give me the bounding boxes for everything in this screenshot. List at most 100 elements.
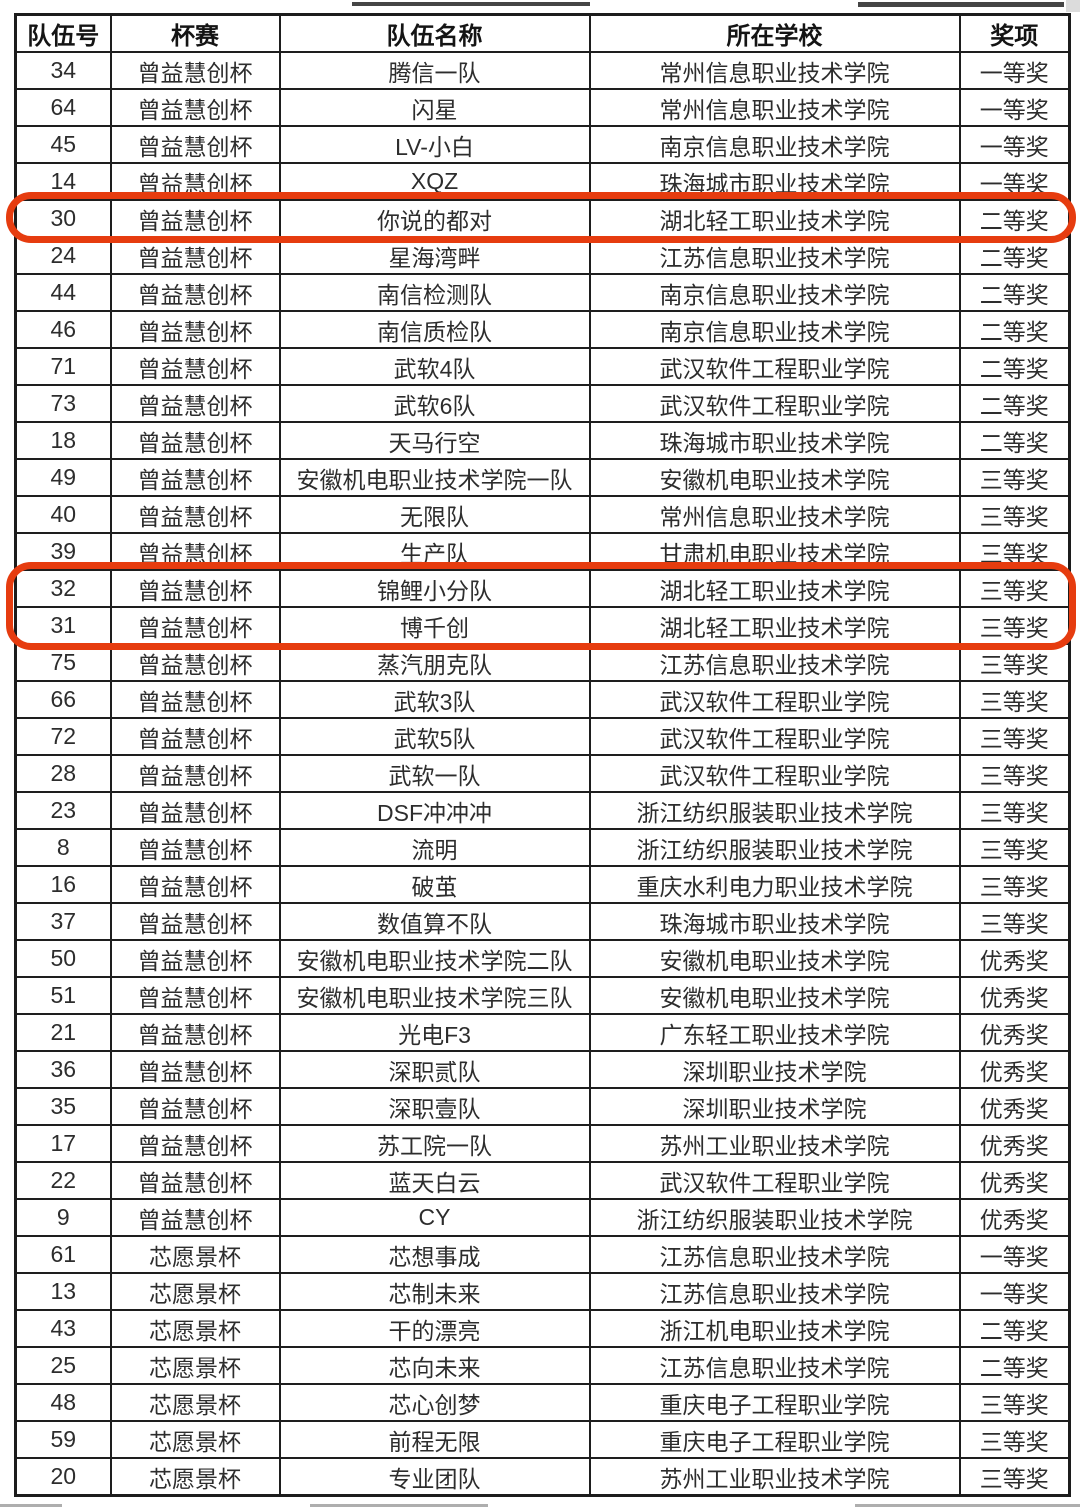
cell-team_no: 75 xyxy=(14,643,112,682)
table-row: 23 曾益慧创杯 DSF冲冲冲 浙江纺织服装职业技术学院 三等奖 xyxy=(14,791,1071,830)
cell-cup: 曾益慧创杯 xyxy=(109,606,281,645)
cell-school: 常州信息职业技术学院 xyxy=(588,495,961,534)
cell-team_no: 44 xyxy=(14,273,112,312)
table-row: 39 曾益慧创杯 生产队 甘肃机电职业技术学院 三等奖 xyxy=(14,532,1071,571)
cell-cup: 曾益慧创杯 xyxy=(109,680,281,719)
cell-cup: 芯愿景杯 xyxy=(109,1420,281,1459)
cell-school: 武汉软件工程职业学院 xyxy=(588,384,961,423)
cell-award: 三等奖 xyxy=(958,532,1071,571)
cell-school: 安徽机电职业技术学院 xyxy=(588,939,961,978)
cell-team_no: 71 xyxy=(14,347,112,386)
table-row: 34 曾益慧创杯 腾信一队 常州信息职业技术学院 一等奖 xyxy=(14,51,1071,90)
table-row: 14 曾益慧创杯 XQZ 珠海城市职业技术学院 一等奖 xyxy=(14,162,1071,201)
cell-school: 武汉软件工程职业学院 xyxy=(588,717,961,756)
table-row: 64 曾益慧创杯 闪星 常州信息职业技术学院 一等奖 xyxy=(14,88,1071,127)
cell-team: 干的漂亮 xyxy=(278,1309,591,1348)
cell-award: 三等奖 xyxy=(958,495,1071,534)
cell-award: 优秀奖 xyxy=(958,1198,1071,1237)
cell-team_no: 20 xyxy=(14,1457,112,1497)
cell-award: 三等奖 xyxy=(958,791,1071,830)
cell-team_no: 73 xyxy=(14,384,112,423)
cell-cup: 曾益慧创杯 xyxy=(109,495,281,534)
cell-team_no: 72 xyxy=(14,717,112,756)
cell-school: 苏州工业职业技术学院 xyxy=(588,1124,961,1163)
header-row: 队伍号 杯赛 队伍名称 所在学校 奖项 xyxy=(14,13,1071,53)
cell-award: 优秀奖 xyxy=(958,939,1071,978)
cell-cup: 芯愿景杯 xyxy=(109,1309,281,1348)
cell-school: 浙江机电职业技术学院 xyxy=(588,1309,961,1348)
cell-cup: 曾益慧创杯 xyxy=(109,273,281,312)
table-row: 59 芯愿景杯 前程无限 重庆电子工程职业学院 三等奖 xyxy=(14,1420,1071,1459)
cell-school: 重庆电子工程职业学院 xyxy=(588,1420,961,1459)
cell-cup: 芯愿景杯 xyxy=(109,1272,281,1311)
cell-team: 安徽机电职业技术学院一队 xyxy=(278,458,591,497)
cell-school: 浙江纺织服装职业技术学院 xyxy=(588,791,961,830)
corner-patch-artifact xyxy=(1066,0,1080,12)
cell-team: 蓝天白云 xyxy=(278,1161,591,1200)
cell-team: 闪星 xyxy=(278,88,591,127)
cell-cup: 曾益慧创杯 xyxy=(109,347,281,386)
column-header-team_no: 队伍号 xyxy=(14,13,112,53)
cropped-row-artifact-bottom-left xyxy=(0,1504,62,1507)
cell-team: 安徽机电职业技术学院二队 xyxy=(278,939,591,978)
cell-team_no: 34 xyxy=(14,51,112,90)
cell-school: 珠海城市职业技术学院 xyxy=(588,421,961,460)
cell-school: 甘肃机电职业技术学院 xyxy=(588,532,961,571)
table-row: 16 曾益慧创杯 破茧 重庆水利电力职业技术学院 三等奖 xyxy=(14,865,1071,904)
cell-team: 武软5队 xyxy=(278,717,591,756)
table-row: 44 曾益慧创杯 南信检测队 南京信息职业技术学院 二等奖 xyxy=(14,273,1071,312)
cell-team: 芯向未来 xyxy=(278,1346,591,1385)
cell-team: 武软6队 xyxy=(278,384,591,423)
table-row: 31 曾益慧创杯 博千创 湖北轻工职业技术学院 三等奖 xyxy=(14,606,1071,645)
table-row: 50 曾益慧创杯 安徽机电职业技术学院二队 安徽机电职业技术学院 优秀奖 xyxy=(14,939,1071,978)
cell-team: 南信质检队 xyxy=(278,310,591,349)
table-row: 21 曾益慧创杯 光电F3 广东轻工职业技术学院 优秀奖 xyxy=(14,1013,1071,1052)
cell-cup: 曾益慧创杯 xyxy=(109,199,281,238)
cropped-row-artifact-bottom-mid xyxy=(310,1504,488,1507)
table-row: 48 芯愿景杯 芯心创梦 重庆电子工程职业学院 三等奖 xyxy=(14,1383,1071,1422)
cell-school: 江苏信息职业技术学院 xyxy=(588,236,961,275)
table-row: 49 曾益慧创杯 安徽机电职业技术学院一队 安徽机电职业技术学院 三等奖 xyxy=(14,458,1071,497)
cell-team: 芯心创梦 xyxy=(278,1383,591,1422)
cell-cup: 曾益慧创杯 xyxy=(109,236,281,275)
cropped-row-artifact-bottom-right xyxy=(855,1504,1080,1507)
cell-school: 常州信息职业技术学院 xyxy=(588,51,961,90)
cell-school: 浙江纺织服装职业技术学院 xyxy=(588,828,961,867)
table-row: 71 曾益慧创杯 武软4队 武汉软件工程职业学院 二等奖 xyxy=(14,347,1071,386)
cell-award: 优秀奖 xyxy=(958,1087,1071,1126)
cell-award: 优秀奖 xyxy=(958,1161,1071,1200)
cell-cup: 曾益慧创杯 xyxy=(109,1013,281,1052)
cell-school: 武汉软件工程职业学院 xyxy=(588,754,961,793)
cell-school: 常州信息职业技术学院 xyxy=(588,88,961,127)
cell-award: 二等奖 xyxy=(958,384,1071,423)
table-wrap: 队伍号 杯赛 队伍名称 所在学校 奖项 34 曾益慧创杯 腾信一队 常州信息职业技术学院 一等奖… xyxy=(6,13,1076,1497)
cell-team: XQZ xyxy=(278,162,591,201)
cell-team_no: 16 xyxy=(14,865,112,904)
table-row: 28 曾益慧创杯 武软一队 武汉软件工程职业学院 三等奖 xyxy=(14,754,1071,793)
award-results-table: 队伍号 杯赛 队伍名称 所在学校 奖项 34 曾益慧创杯 腾信一队 常州信息职业技术学院 一等奖… xyxy=(14,13,1071,1497)
cell-cup: 曾益慧创杯 xyxy=(109,162,281,201)
table-row: 9 曾益慧创杯 CY 浙江纺织服装职业技术学院 优秀奖 xyxy=(14,1198,1071,1237)
cell-award: 一等奖 xyxy=(958,88,1071,127)
cell-award: 二等奖 xyxy=(958,1346,1071,1385)
cell-team_no: 30 xyxy=(14,199,112,238)
cell-team: 星海湾畔 xyxy=(278,236,591,275)
cell-school: 武汉软件工程职业学院 xyxy=(588,1161,961,1200)
column-header-school: 所在学校 xyxy=(588,13,961,53)
cell-cup: 曾益慧创杯 xyxy=(109,384,281,423)
cell-cup: 曾益慧创杯 xyxy=(109,1124,281,1163)
cell-team_no: 36 xyxy=(14,1050,112,1089)
cell-team_no: 13 xyxy=(14,1272,112,1311)
cell-team_no: 8 xyxy=(14,828,112,867)
cell-team_no: 40 xyxy=(14,495,112,534)
cell-team: 天马行空 xyxy=(278,421,591,460)
cell-cup: 芯愿景杯 xyxy=(109,1346,281,1385)
cell-cup: 曾益慧创杯 xyxy=(109,51,281,90)
cell-award: 三等奖 xyxy=(958,828,1071,867)
cell-school: 珠海城市职业技术学院 xyxy=(588,902,961,941)
cell-team_no: 59 xyxy=(14,1420,112,1459)
cell-award: 三等奖 xyxy=(958,1420,1071,1459)
cell-team_no: 23 xyxy=(14,791,112,830)
cell-school: 武汉软件工程职业学院 xyxy=(588,680,961,719)
cell-school: 深圳职业技术学院 xyxy=(588,1050,961,1089)
